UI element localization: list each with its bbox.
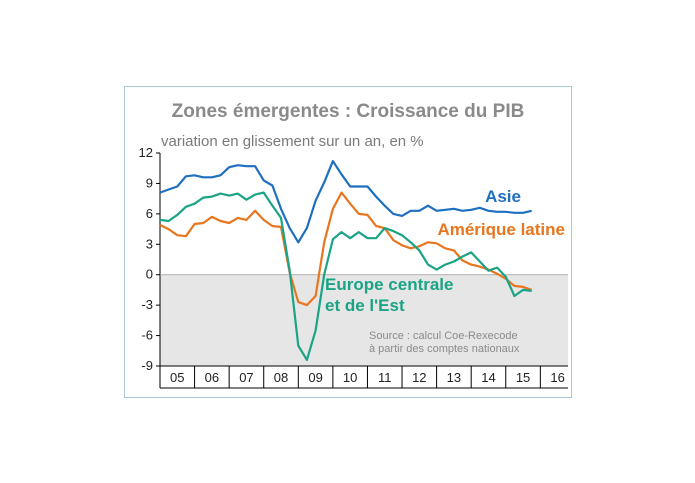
series-line-0	[159, 160, 532, 244]
y-tick-label: 9	[146, 175, 153, 190]
x-tick-label: 08	[274, 370, 288, 385]
x-tick-label: 15	[516, 370, 530, 385]
series-label-2: et de l'Est	[325, 296, 405, 315]
x-tick-label: 14	[481, 370, 495, 385]
chart-subtitle: variation en glissement sur un an, en %	[161, 133, 424, 150]
source-note: à partir des comptes nationaux	[369, 343, 520, 355]
y-tick-label: 3	[146, 236, 153, 251]
y-tick-label: -9	[141, 358, 153, 373]
chart-title: Zones émergentes : Croissance du PIB	[171, 101, 525, 122]
series-label-1: Amérique latine	[437, 220, 565, 239]
negative-region	[160, 274, 568, 366]
y-tick-label: -6	[141, 328, 153, 343]
line-chart: 12 9 6 3 0 -3 -6 -9 05 06 07 08 09 10 11 12 13 14 15 16 Asie…	[139, 145, 568, 389]
x-tick-label: 11	[378, 370, 392, 385]
x-tick-label: 09	[308, 370, 322, 385]
y-tick-label: -3	[141, 297, 153, 312]
y-tick-label: 12	[139, 145, 153, 160]
x-tick-label: 05	[170, 370, 184, 385]
y-tick-label: 0	[146, 267, 153, 282]
y-tick-label: 6	[146, 206, 153, 221]
x-tick-label: 16	[550, 370, 564, 385]
series-line-1	[159, 191, 533, 307]
x-tick-label: 06	[205, 370, 219, 385]
x-tick-label: 10	[343, 370, 357, 385]
x-tick-label: 12	[412, 370, 426, 385]
chart-frame: Zones émergentes : Croissance du PIB var…	[124, 86, 572, 398]
series-label-0: Asie	[485, 187, 521, 206]
x-tick-label: 13	[447, 370, 461, 385]
series-label-2: Europe centrale	[325, 275, 454, 294]
x-tick-label: 07	[239, 370, 253, 385]
series-line-2	[159, 191, 532, 361]
source-note: Source : calcul Coe-Rexecode	[369, 330, 518, 342]
